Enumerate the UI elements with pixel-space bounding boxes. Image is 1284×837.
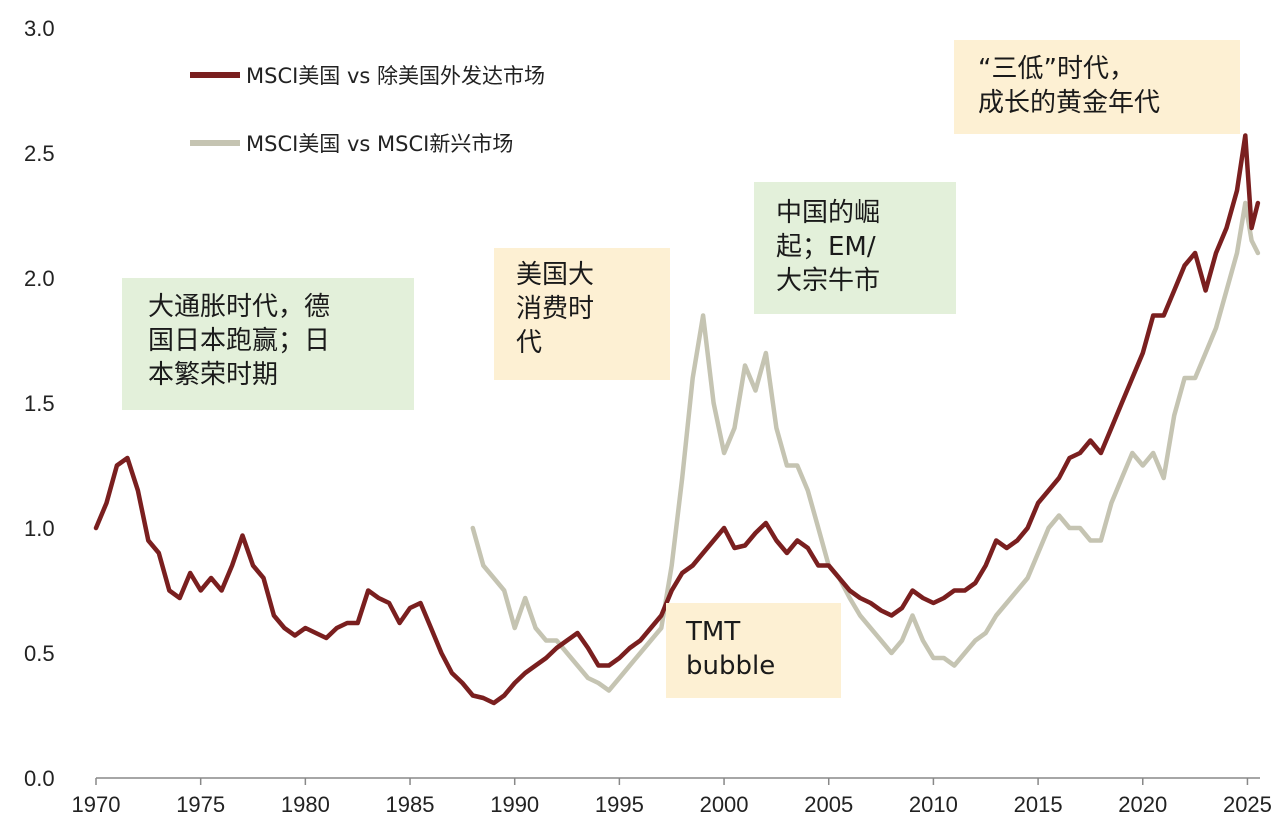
legend-label-us-vs-developed: MSCI美国 vs 除美国外发达市场: [246, 64, 545, 88]
x-tick-label: 2025: [1223, 792, 1272, 817]
x-tick-label: 1975: [176, 792, 225, 817]
x-tick-label: 1970: [72, 792, 121, 817]
legend: MSCI美国 vs 除美国外发达市场 MSCI美国 vs MSCI新兴市场: [190, 64, 545, 156]
series-layer: [93, 133, 1261, 706]
y-tick-label: 0.5: [24, 641, 55, 666]
x-tick-label: 2010: [909, 792, 958, 817]
annotation-three-lows: “三低”时代， 成长的黄金年代: [954, 40, 1240, 134]
annotation-china-rise: 中国的崛 起；EM/ 大宗牛市: [754, 182, 956, 314]
x-tick-label: 1990: [490, 792, 539, 817]
series-line-us-vs-em: [470, 200, 1261, 693]
y-axis: 0.0 0.5 1.0 1.5 2.0 2.5 3.0: [24, 16, 55, 791]
y-tick-label: 0.0: [24, 766, 55, 791]
y-tick-label: 2.0: [24, 266, 55, 291]
y-tick-label: 1.0: [24, 516, 55, 541]
x-tick-label: 2015: [1014, 792, 1063, 817]
x-tick-label: 1995: [595, 792, 644, 817]
x-tick-label: 2005: [804, 792, 853, 817]
annotation-us-consumption: 美国大 消费时 代: [494, 248, 670, 380]
y-tick-label: 2.5: [24, 141, 55, 166]
y-tick-label: 1.5: [24, 391, 55, 416]
x-axis: 1970 1975 1980 1985 1990 1995 2000 2005 2010 2015…: [72, 777, 1272, 817]
x-tick-label: 2000: [700, 792, 749, 817]
x-tick-label: 1980: [281, 792, 330, 817]
annotation-tmt-bubble: TMT bubble: [666, 603, 841, 698]
annotation-great-inflation: 大通胀时代，德 国日本跑赢；日 本繁荣时期: [122, 278, 414, 410]
y-tick-label: 3.0: [24, 16, 55, 41]
legend-label-us-vs-em: MSCI美国 vs MSCI新兴市场: [246, 132, 513, 156]
x-tick-label: 1985: [386, 792, 435, 817]
series-line-us-vs-developed: [93, 133, 1261, 706]
x-tick-label: 2020: [1118, 792, 1167, 817]
